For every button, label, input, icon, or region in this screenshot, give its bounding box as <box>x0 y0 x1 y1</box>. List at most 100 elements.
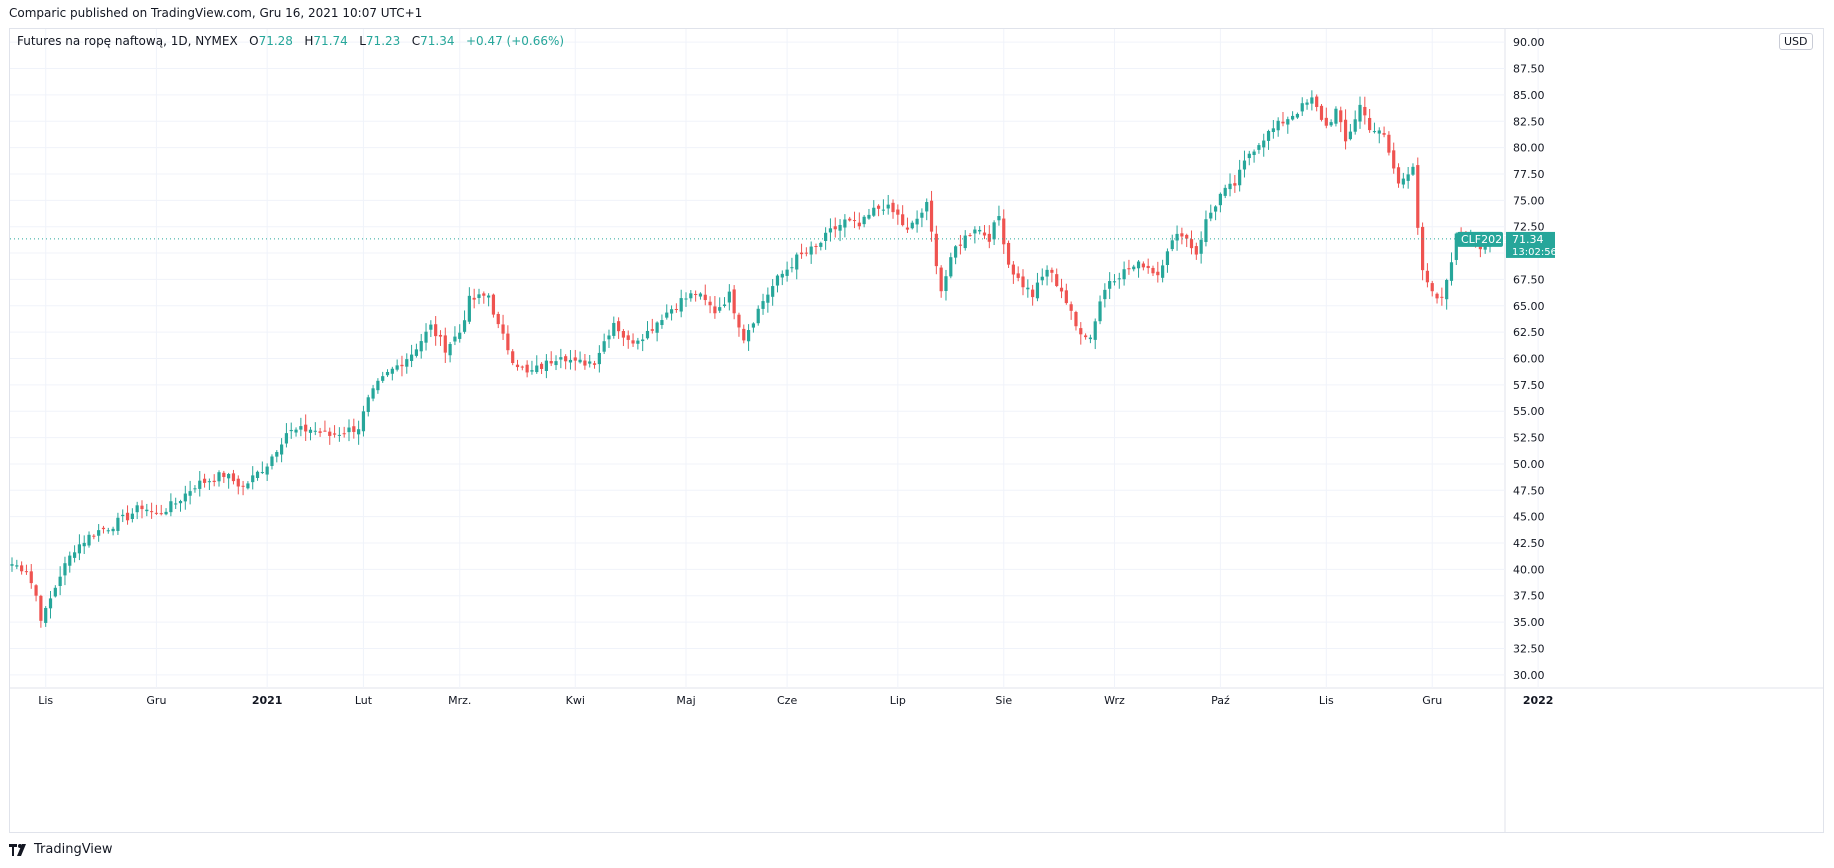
candle-body <box>737 314 741 328</box>
candle-body <box>520 366 524 368</box>
candle <box>97 524 101 542</box>
candle <box>511 349 515 366</box>
candle-body <box>1334 108 1338 124</box>
candle <box>641 333 645 352</box>
candle-body <box>323 430 327 432</box>
x-tick-label: Lis <box>1319 694 1334 707</box>
candle-body <box>814 245 818 247</box>
candle-body <box>1271 128 1275 133</box>
high-label: H <box>304 34 314 48</box>
candle-body <box>694 293 698 295</box>
candle <box>337 427 341 442</box>
candle-body <box>53 587 57 597</box>
candle <box>1002 209 1006 254</box>
candle-body <box>1170 240 1174 250</box>
symbol-name: Futures na ropę naftową, 1D, NYMEX <box>17 34 238 48</box>
candle <box>1411 163 1415 176</box>
candle <box>929 190 934 242</box>
y-tick-label: 62.50 <box>1513 326 1545 339</box>
candle <box>130 508 134 523</box>
candle <box>140 500 144 519</box>
candle <box>978 226 982 235</box>
candle-body <box>588 361 592 364</box>
candle-body <box>1045 269 1049 277</box>
y-tick-label: 77.50 <box>1513 168 1545 181</box>
candle <box>1406 166 1410 189</box>
candle <box>1185 233 1189 248</box>
candle-body <box>1339 110 1343 123</box>
candle <box>751 322 756 333</box>
candle <box>1242 150 1247 178</box>
candle-body <box>848 218 852 221</box>
candle-body <box>154 512 159 514</box>
candle-body <box>867 214 871 219</box>
candle-body <box>891 202 895 213</box>
candle-body <box>997 216 1001 221</box>
candle <box>742 324 746 344</box>
candle <box>578 351 582 364</box>
candle-body <box>915 218 919 225</box>
candle-body <box>275 452 279 457</box>
candle <box>525 360 529 378</box>
candle <box>1209 204 1213 222</box>
candle <box>539 362 544 375</box>
chart-frame[interactable] <box>9 28 1824 833</box>
candle-body <box>487 295 491 298</box>
candle-body <box>862 216 866 225</box>
candle-body <box>549 361 553 364</box>
candle <box>963 230 967 251</box>
candle-body <box>1031 289 1035 298</box>
candle-body <box>280 444 284 455</box>
candle <box>44 606 48 627</box>
candle-body <box>342 433 346 435</box>
candle <box>1343 109 1348 150</box>
candle <box>183 485 187 510</box>
candle-body <box>1016 273 1020 278</box>
currency-button[interactable]: USD <box>1779 33 1813 50</box>
candle <box>125 505 130 525</box>
candle-body <box>443 335 447 353</box>
candle-body <box>458 332 462 339</box>
y-tick-label: 72.50 <box>1513 221 1545 234</box>
candle <box>1286 116 1290 134</box>
candle-body <box>1319 105 1324 120</box>
candle-body <box>395 365 399 370</box>
candle-body <box>169 501 173 513</box>
candle-body <box>973 229 977 234</box>
candle-body <box>1247 153 1251 159</box>
candle-body <box>448 344 452 356</box>
candle-body <box>222 472 226 477</box>
high-value: 71.74 <box>313 34 348 48</box>
x-tick-label: Lip <box>890 694 906 707</box>
tradingview-logo-icon <box>9 843 26 856</box>
candle-body <box>1238 169 1242 186</box>
x-tick-label: Maj <box>676 694 695 707</box>
candle <box>231 469 236 485</box>
candle <box>689 290 693 302</box>
candle <box>1440 287 1444 306</box>
candle <box>669 305 674 321</box>
candle <box>1180 227 1184 245</box>
candle-body <box>48 598 53 609</box>
candle <box>703 284 707 306</box>
candle-body <box>1088 337 1093 340</box>
candle <box>1334 106 1338 127</box>
candle <box>453 326 457 346</box>
candle-body <box>1363 106 1367 116</box>
candle <box>323 420 327 432</box>
candle-body <box>1098 301 1102 322</box>
candle-body <box>1141 263 1145 268</box>
candle <box>1093 318 1097 350</box>
candle <box>1416 157 1420 235</box>
x-tick-label: Gru <box>146 694 166 707</box>
x-tick-label: Kwi <box>566 694 585 707</box>
candle <box>597 345 601 373</box>
candle <box>491 293 496 318</box>
candle-body <box>1146 265 1150 269</box>
candle-body <box>660 320 664 326</box>
candle-body <box>809 246 813 255</box>
footer-brand[interactable]: TradingView <box>9 842 113 857</box>
candle <box>1136 260 1141 278</box>
y-tick-label: 30.00 <box>1513 669 1545 682</box>
